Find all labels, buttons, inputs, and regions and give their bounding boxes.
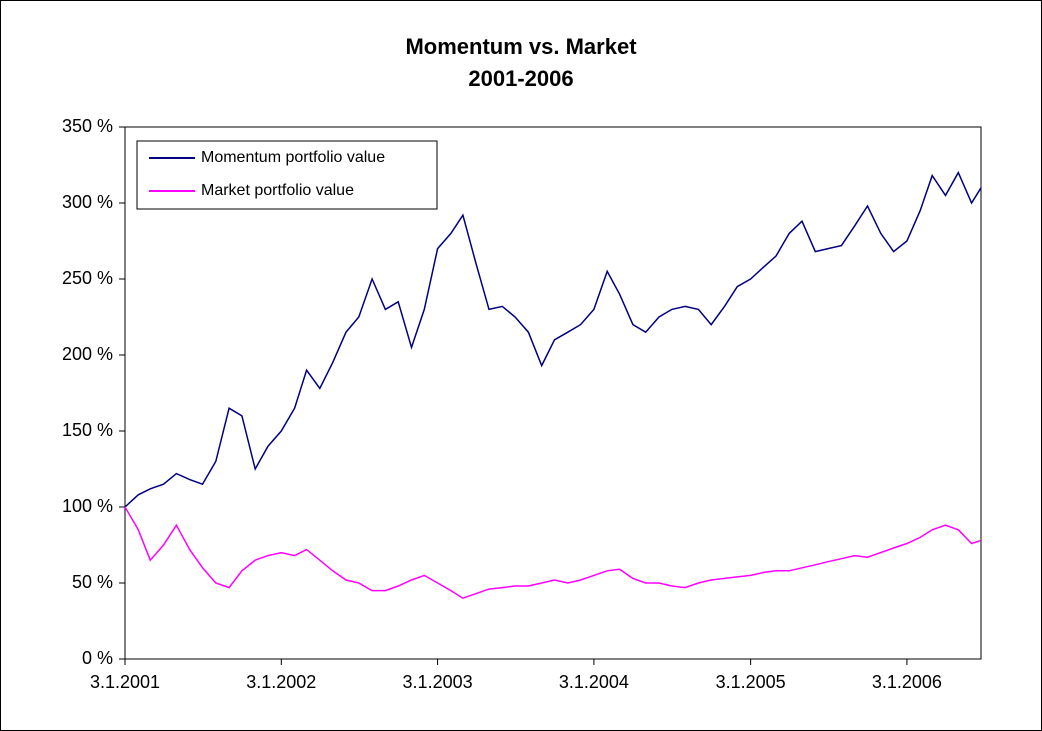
y-tick-label: 100 % [62, 496, 113, 516]
chart-title: Momentum vs. Market [405, 34, 637, 59]
x-tick-label: 3.1.2006 [872, 672, 942, 692]
legend-label: Market portfolio value [201, 182, 354, 199]
chart-subtitle: 2001-2006 [468, 66, 573, 91]
y-tick-label: 350 % [62, 116, 113, 136]
x-tick-label: 3.1.2002 [246, 672, 316, 692]
y-tick-label: 150 % [62, 420, 113, 440]
y-tick-label: 50 % [72, 572, 113, 592]
x-tick-label: 3.1.2001 [90, 672, 160, 692]
legend-box [136, 140, 438, 210]
plot-area [124, 126, 982, 660]
y-tick-label: 0 % [82, 648, 113, 668]
legend-label: Momentum portfolio value [201, 149, 385, 166]
x-tick-label: 3.1.2003 [403, 672, 473, 692]
y-tick-label: 300 % [62, 192, 113, 212]
x-tick-label: 3.1.2004 [559, 672, 629, 692]
series-line [124, 170, 982, 508]
y-tick-label: 200 % [62, 344, 113, 364]
y-tick-label: 250 % [62, 268, 113, 288]
series-line [124, 506, 982, 600]
x-tick-label: 3.1.2005 [716, 672, 786, 692]
